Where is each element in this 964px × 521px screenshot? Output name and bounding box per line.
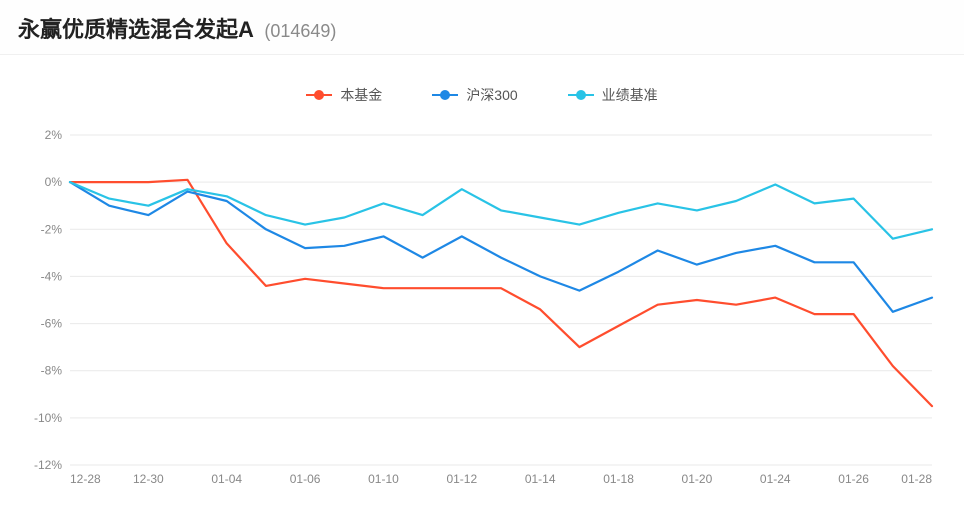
svg-text:-6%: -6% <box>41 317 63 331</box>
svg-text:01-28: 01-28 <box>901 472 932 486</box>
legend-item-csi300[interactable]: 沪深300 <box>432 85 517 105</box>
legend-item-fund[interactable]: 本基金 <box>306 85 382 105</box>
svg-text:01-20: 01-20 <box>682 472 713 486</box>
series-line-csi300 <box>70 182 932 312</box>
svg-text:01-18: 01-18 <box>603 472 634 486</box>
svg-text:12-28: 12-28 <box>70 472 101 486</box>
svg-text:2%: 2% <box>45 128 63 142</box>
svg-text:01-06: 01-06 <box>290 472 321 486</box>
fund-code: (014649) <box>264 21 336 41</box>
svg-text:01-10: 01-10 <box>368 472 399 486</box>
header: 永赢优质精选混合发起A (014649) <box>0 0 964 55</box>
legend-label-csi300: 沪深300 <box>466 85 517 105</box>
svg-text:01-26: 01-26 <box>838 472 869 486</box>
legend-marker-benchmark <box>568 89 594 101</box>
series-line-fund <box>70 180 932 406</box>
legend-marker-fund <box>306 89 332 101</box>
svg-text:01-24: 01-24 <box>760 472 791 486</box>
svg-text:01-04: 01-04 <box>211 472 242 486</box>
legend: 本基金 沪深300 业绩基准 <box>0 55 964 115</box>
legend-label-fund: 本基金 <box>340 85 382 105</box>
legend-item-benchmark[interactable]: 业绩基准 <box>568 85 658 105</box>
svg-text:-2%: -2% <box>41 222 63 236</box>
chart-area: -12% -10% -8% -6% -4% -2% 0% 2% 12-28 12-30 01-04 0… <box>0 115 964 495</box>
svg-text:01-12: 01-12 <box>446 472 477 486</box>
fund-title: 永赢优质精选混合发起A <box>18 17 254 42</box>
svg-text:-12%: -12% <box>34 458 62 472</box>
line-chart: -12% -10% -8% -6% -4% -2% 0% 2% 12-28 12-30 01-04 0… <box>20 125 944 495</box>
svg-text:0%: 0% <box>45 175 63 189</box>
chart-container: 永赢优质精选混合发起A (014649) 本基金沪深300业绩基准 -12%-1… <box>0 0 964 521</box>
series-line-benchmark <box>70 182 932 239</box>
svg-text:01-14: 01-14 <box>525 472 556 486</box>
svg-text:-8%: -8% <box>41 364 63 378</box>
legend-label-benchmark: 业绩基准 <box>602 85 658 105</box>
legend-marker-csi300 <box>432 89 458 101</box>
svg-text:-4%: -4% <box>41 269 63 283</box>
svg-text:-10%: -10% <box>34 411 62 425</box>
svg-text:12-30: 12-30 <box>133 472 164 486</box>
